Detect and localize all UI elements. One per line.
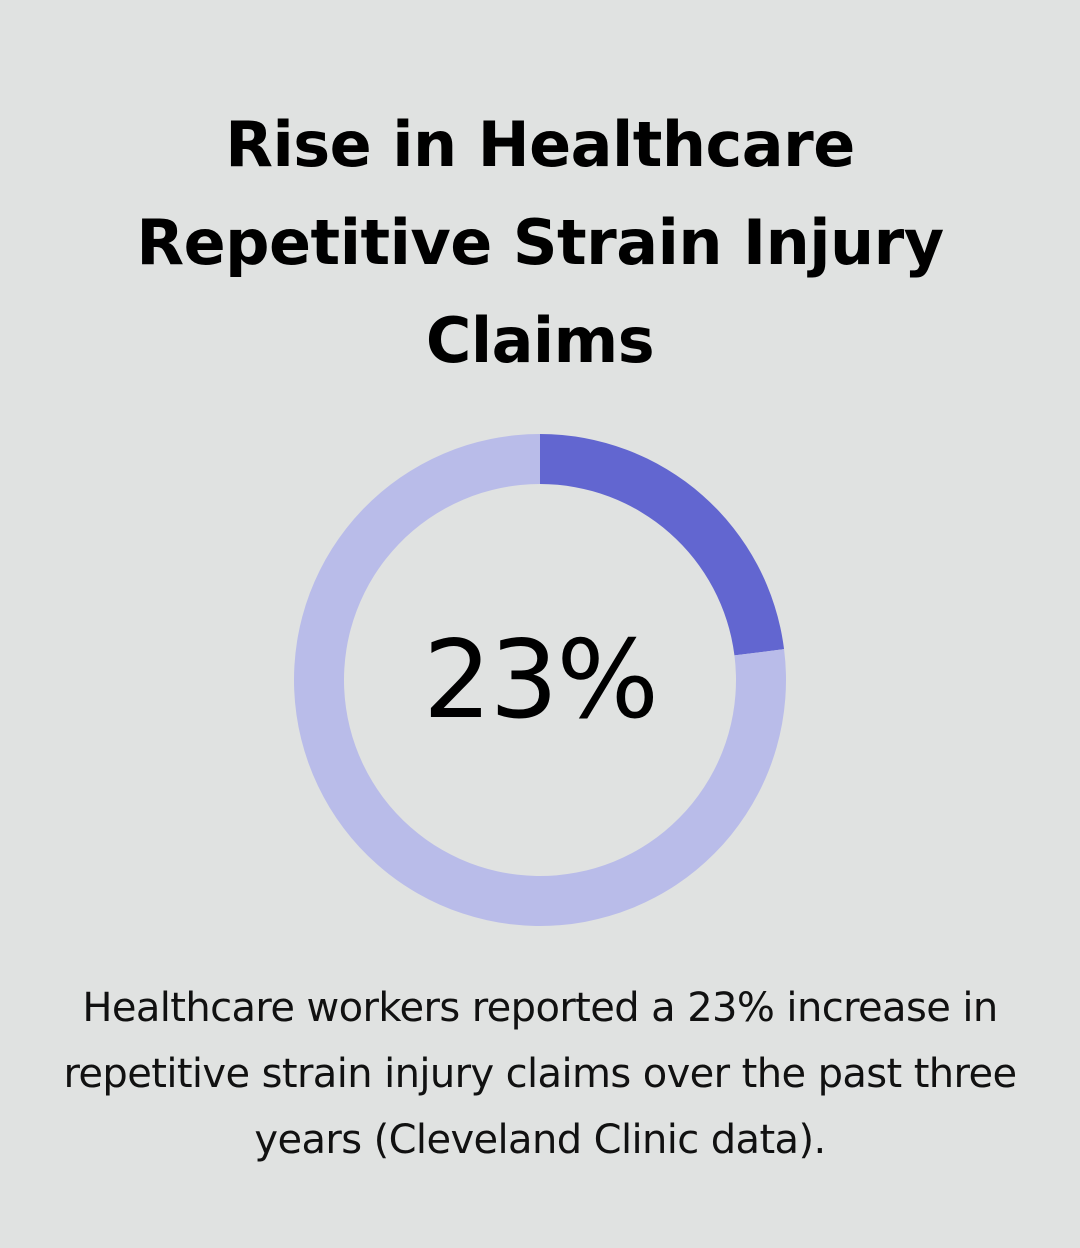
center-value-label: 23% [422,617,659,743]
donut-slice-highlight [540,434,785,656]
chart-title: Rise in Healthcare Repetitive Strain Inj… [136,108,944,377]
chart-caption: Healthcare workers reported a 23% increa… [63,985,1017,1163]
donut-chart: 23% [294,434,786,926]
donut-chart-svg [294,434,786,926]
